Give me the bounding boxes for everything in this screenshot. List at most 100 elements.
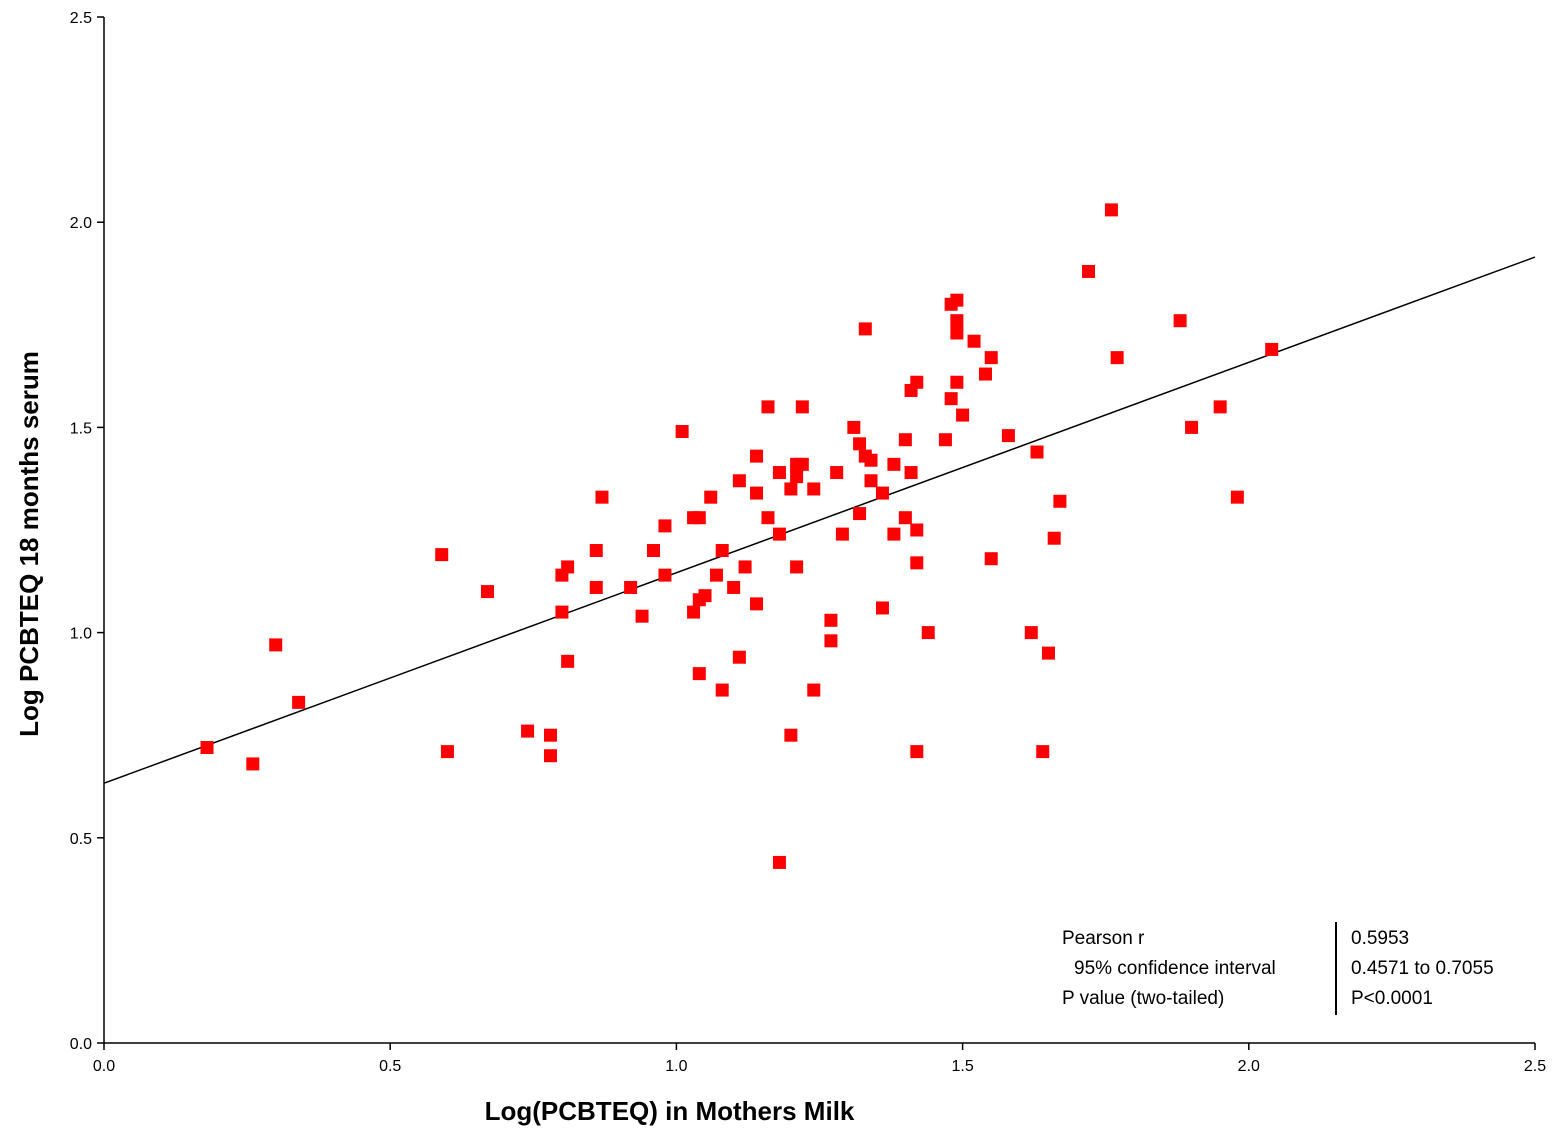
- data-point: [1082, 264, 1096, 278]
- stats-value-ci: 0.4571 to 0.7055: [1351, 958, 1494, 979]
- stats-label-ci: 95% confidence interval: [1074, 958, 1276, 979]
- y-tick-label: 1.5: [70, 420, 92, 437]
- y-axis-ticks: 0.0 0.5 1.0 1.5 2.0 2.5: [70, 10, 104, 1053]
- y-axis-title: Log PCBTEQ 18 months serum: [14, 351, 44, 737]
- data-point: [967, 334, 981, 348]
- data-point: [1173, 314, 1187, 328]
- data-point: [1104, 203, 1118, 217]
- data-point: [1230, 490, 1244, 504]
- data-point: [950, 375, 964, 389]
- data-point: [1024, 626, 1038, 640]
- data-point: [561, 654, 575, 668]
- data-point: [772, 855, 786, 869]
- data-point: [675, 425, 689, 439]
- data-point: [830, 466, 844, 480]
- data-point: [950, 293, 964, 307]
- data-point: [750, 449, 764, 463]
- x-axis-ticks: 0.0 0.5 1.0 1.5 2.0 2.5: [93, 1043, 1546, 1075]
- data-point: [543, 749, 557, 763]
- data-point: [847, 420, 861, 434]
- data-point: [704, 490, 718, 504]
- data-point: [1053, 494, 1067, 508]
- data-point: [950, 314, 964, 328]
- data-point: [715, 683, 729, 697]
- data-point: [772, 466, 786, 480]
- data-point: [875, 486, 889, 500]
- x-axis-title: Log(PCBTEQ) in Mothers Milk: [485, 1096, 855, 1126]
- data-point: [1047, 531, 1061, 545]
- data-point: [750, 486, 764, 500]
- data-point: [292, 695, 306, 709]
- x-tick-label: 0.0: [93, 1058, 115, 1075]
- regression-line: [103, 256, 1536, 784]
- stats-value-pvalue: P<0.0001: [1351, 988, 1433, 1009]
- data-point: [555, 605, 569, 619]
- x-tick-label: 1.5: [951, 1058, 973, 1075]
- data-point: [761, 511, 775, 525]
- data-point: [864, 474, 878, 488]
- data-point: [595, 490, 609, 504]
- data-point: [658, 568, 672, 582]
- data-point: [824, 634, 838, 648]
- data-point: [692, 511, 706, 525]
- data-point: [521, 724, 535, 738]
- data-point: [984, 351, 998, 365]
- data-point: [898, 433, 912, 447]
- data-point: [910, 556, 924, 570]
- x-tick-label: 0.5: [379, 1058, 401, 1075]
- data-point: [1036, 745, 1050, 759]
- data-point: [784, 482, 798, 496]
- data-point: [904, 466, 918, 480]
- data-points: [200, 203, 1279, 869]
- stats-label-pvalue: P value (two-tailed): [1062, 988, 1224, 1009]
- x-tick-label: 2.5: [1524, 1058, 1546, 1075]
- data-point: [246, 757, 260, 771]
- data-point: [807, 482, 821, 496]
- data-point: [853, 507, 867, 521]
- data-point: [1213, 400, 1227, 414]
- data-point: [732, 474, 746, 488]
- data-point: [1030, 445, 1044, 459]
- data-point: [715, 544, 729, 558]
- data-point: [898, 511, 912, 525]
- data-point: [956, 408, 970, 422]
- y-tick-label: 0.5: [70, 831, 92, 848]
- data-point: [772, 527, 786, 541]
- data-point: [750, 597, 764, 611]
- data-point: [790, 470, 804, 484]
- data-point: [732, 650, 746, 664]
- data-point: [978, 367, 992, 381]
- data-point: [887, 457, 901, 471]
- stats-label-pearson: Pearson r: [1062, 928, 1145, 949]
- data-point: [944, 392, 958, 406]
- data-point: [921, 626, 935, 640]
- data-point: [647, 544, 661, 558]
- data-point: [864, 453, 878, 467]
- data-point: [835, 527, 849, 541]
- data-point: [1265, 342, 1279, 356]
- data-point: [561, 560, 575, 574]
- data-point: [887, 527, 901, 541]
- y-tick-label: 2.5: [70, 10, 92, 27]
- data-point: [1001, 429, 1015, 443]
- data-point: [910, 523, 924, 537]
- data-point: [727, 580, 741, 594]
- data-point: [761, 400, 775, 414]
- data-point: [624, 580, 638, 594]
- data-point: [738, 560, 752, 574]
- stats-value-pearson: 0.5953: [1351, 928, 1409, 949]
- data-point: [435, 548, 449, 562]
- data-point: [658, 519, 672, 533]
- data-point: [1110, 351, 1124, 365]
- data-point: [709, 568, 723, 582]
- data-point: [784, 728, 798, 742]
- data-point: [875, 601, 889, 615]
- data-point: [1041, 646, 1055, 660]
- data-point: [200, 741, 214, 755]
- data-point: [687, 605, 701, 619]
- data-point: [790, 560, 804, 574]
- data-point: [910, 375, 924, 389]
- data-point: [858, 322, 872, 336]
